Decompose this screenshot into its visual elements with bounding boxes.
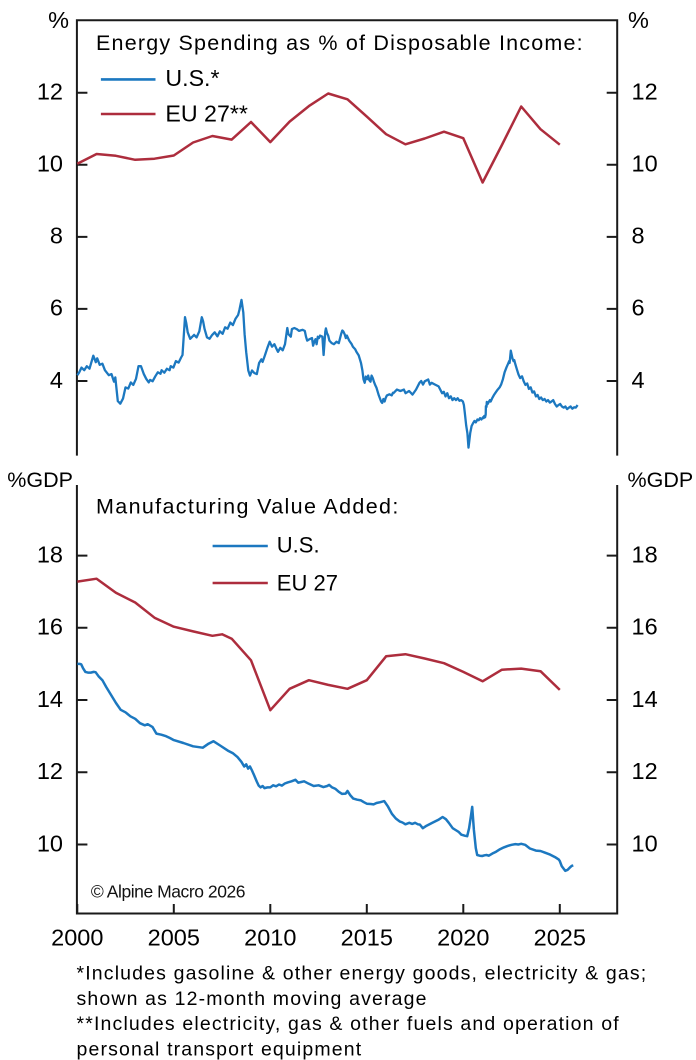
svg-text:%: % [48, 7, 69, 33]
svg-text:*Includes gasoline & other ene: *Includes gasoline & other energy goods,… [77, 963, 648, 985]
svg-text:2025: 2025 [534, 925, 586, 951]
svg-text:EU 27: EU 27 [277, 570, 338, 595]
svg-text:2005: 2005 [148, 925, 200, 951]
svg-text:10: 10 [632, 151, 658, 177]
svg-text:16: 16 [632, 614, 658, 640]
svg-text:12: 12 [37, 79, 63, 105]
svg-text:10: 10 [632, 830, 658, 856]
svg-text:Manufacturing Value Added:: Manufacturing Value Added: [96, 495, 400, 519]
svg-text:12: 12 [632, 758, 658, 784]
svg-text:14: 14 [632, 686, 658, 712]
svg-text:8: 8 [632, 223, 645, 249]
svg-text:U.S.: U.S. [277, 533, 320, 558]
svg-text:2000: 2000 [51, 925, 103, 951]
svg-text:12: 12 [632, 79, 658, 105]
svg-text:2015: 2015 [341, 925, 393, 951]
svg-text:18: 18 [632, 541, 658, 567]
svg-text:16: 16 [37, 614, 63, 640]
svg-text:4: 4 [50, 367, 63, 393]
svg-text:%: % [628, 7, 649, 33]
svg-text:U.S.*: U.S.* [165, 65, 219, 91]
svg-text:4: 4 [632, 367, 645, 393]
svg-text:© Alpine Macro 2026: © Alpine Macro 2026 [91, 882, 245, 902]
svg-text:12: 12 [37, 758, 63, 784]
svg-text:10: 10 [37, 151, 63, 177]
svg-text:6: 6 [632, 295, 645, 321]
svg-text:10: 10 [37, 830, 63, 856]
svg-text:2020: 2020 [437, 925, 489, 951]
svg-text:Energy Spending as % of Dispos: Energy Spending as % of Disposable Incom… [96, 31, 584, 55]
svg-text:14: 14 [37, 686, 63, 712]
svg-text:18: 18 [37, 541, 63, 567]
svg-text:%GDP: %GDP [7, 468, 73, 492]
svg-text:%GDP: %GDP [628, 468, 694, 492]
svg-text:EU 27**: EU 27** [165, 101, 248, 127]
svg-text:shown as 12-month moving avera: shown as 12-month moving average [77, 988, 428, 1010]
svg-text:**Includes electricity, gas &: **Includes electricity, gas & other fuel… [77, 1013, 620, 1035]
svg-text:2010: 2010 [244, 925, 296, 951]
svg-text:personal transport equipment: personal transport equipment [77, 1038, 363, 1060]
svg-text:8: 8 [50, 223, 63, 249]
svg-text:6: 6 [50, 295, 63, 321]
